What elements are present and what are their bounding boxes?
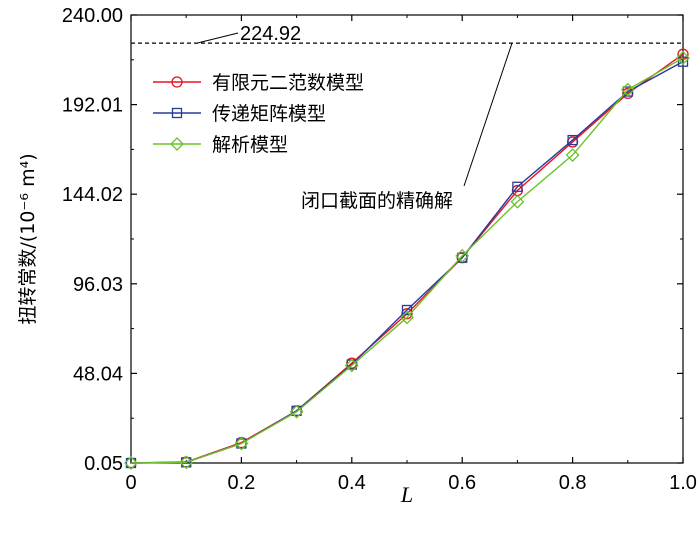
x-axis-title: L <box>400 482 413 507</box>
data-point <box>676 51 690 65</box>
x-tick-label: 0.4 <box>338 472 366 494</box>
y-tick-label: 0.05 <box>84 453 123 475</box>
series-group <box>124 48 690 470</box>
y-tick-label: 48.04 <box>73 363 123 385</box>
legend-label: 传递矩阵模型 <box>212 103 326 125</box>
axis-ticks: 0 0.2 0.4 0.6 0.8 1.0 0.05 48.04 96.03 144.02 192.… <box>62 5 697 494</box>
legend-marker <box>171 107 183 119</box>
y-tick-label: 240.00 <box>62 5 123 27</box>
reference-value-label: 224.92 <box>240 23 301 45</box>
data-point <box>565 148 580 162</box>
data-point <box>234 436 249 451</box>
data-point <box>677 56 689 67</box>
legend-label: 解析模型 <box>212 134 288 156</box>
series-line <box>130 53 684 464</box>
data-point <box>510 194 525 209</box>
legend-label: 有限元二范数模型 <box>212 72 364 94</box>
data-point <box>124 456 138 470</box>
annotation-leader-line <box>463 42 513 187</box>
series-3 <box>124 51 690 470</box>
data-point <box>567 134 578 146</box>
reference-leader-line <box>196 32 239 44</box>
reference-line-group: 224.92 闭口截面的精确解 <box>131 23 683 212</box>
data-point <box>455 248 470 263</box>
data-point <box>401 304 413 316</box>
x-tick-label: 0.2 <box>227 472 255 494</box>
y-tick-label: 96.03 <box>73 274 123 296</box>
x-tick-label: 0.8 <box>559 472 587 494</box>
series-line <box>130 57 684 464</box>
data-point <box>400 310 414 325</box>
data-point <box>236 438 247 449</box>
x-tick-label: 1.0 <box>669 472 697 494</box>
legend-marker <box>170 137 184 151</box>
data-point <box>289 404 304 419</box>
y-axis-title: 扭转常数/(10⁻⁶ m⁴) <box>17 153 39 324</box>
data-point <box>677 48 689 60</box>
y-tick-label: 192.01 <box>62 95 123 117</box>
legend-marker <box>171 76 183 88</box>
data-point <box>620 82 635 97</box>
y-tick-label: 144.02 <box>62 184 123 206</box>
x-tick-label: 0 <box>125 472 136 494</box>
x-tick-label: 0.6 <box>448 472 476 494</box>
data-point <box>179 455 194 470</box>
annotation-label: 闭口截面的精确解 <box>301 190 453 212</box>
data-point <box>512 181 523 192</box>
data-point <box>344 358 359 373</box>
